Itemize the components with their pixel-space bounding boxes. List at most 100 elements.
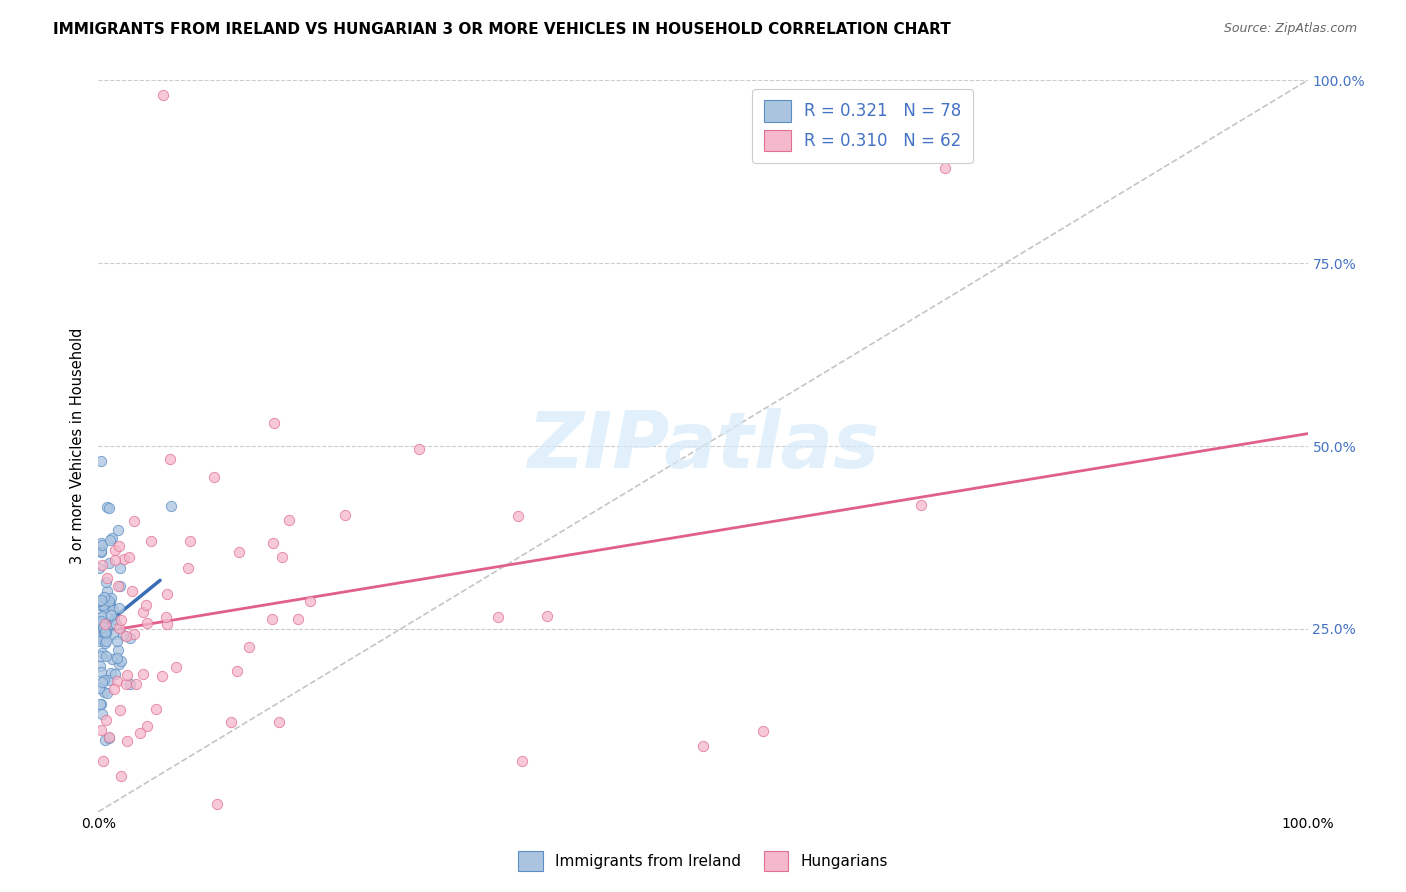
Point — [263, 416, 285, 430]
Point — [96, 686, 118, 700]
Point — [105, 634, 128, 648]
Point — [269, 715, 291, 730]
Point — [136, 719, 159, 733]
Point — [179, 533, 201, 548]
Point — [87, 594, 110, 608]
Point — [103, 627, 125, 641]
Point — [96, 633, 118, 648]
Point — [160, 499, 183, 513]
Point — [155, 617, 177, 632]
Point — [94, 625, 117, 640]
Point — [108, 539, 131, 553]
Point — [90, 453, 112, 467]
Point — [96, 584, 118, 599]
Point — [298, 594, 321, 608]
Point — [128, 726, 150, 740]
Point — [90, 616, 112, 631]
Point — [202, 469, 225, 483]
Point — [221, 715, 243, 730]
Text: IMMIGRANTS FROM IRELAND VS HUNGARIAN 3 OR MORE VEHICLES IN HOUSEHOLD CORRELATION: IMMIGRANTS FROM IRELAND VS HUNGARIAN 3 O… — [53, 22, 952, 37]
Point — [486, 610, 509, 624]
Point — [262, 535, 284, 549]
Point — [287, 612, 309, 626]
Point — [89, 698, 111, 712]
Point — [94, 626, 117, 640]
Point — [98, 533, 121, 547]
Point — [752, 724, 775, 739]
Point — [107, 579, 129, 593]
Point — [98, 596, 121, 610]
Point — [105, 651, 128, 665]
Point — [93, 673, 115, 687]
Point — [94, 624, 117, 638]
Point — [165, 660, 187, 674]
Point — [333, 508, 356, 522]
Point — [94, 636, 117, 650]
Point — [110, 769, 132, 783]
Point — [118, 677, 141, 691]
Point — [278, 513, 301, 527]
Point — [152, 87, 174, 102]
Point — [87, 594, 110, 608]
Point — [506, 508, 529, 523]
Point — [90, 625, 112, 640]
Point — [93, 733, 115, 747]
Point — [91, 675, 114, 690]
Point — [97, 730, 120, 744]
Point — [89, 561, 111, 575]
Legend: R = 0.321   N = 78, R = 0.310   N = 62: R = 0.321 N = 78, R = 0.310 N = 62 — [752, 88, 973, 163]
Point — [108, 657, 131, 672]
Point — [115, 676, 138, 690]
Y-axis label: 3 or more Vehicles in Household: 3 or more Vehicles in Household — [70, 328, 86, 564]
Point — [159, 452, 181, 467]
Point — [89, 598, 111, 612]
Point — [692, 739, 714, 753]
Point — [100, 608, 122, 623]
Point — [136, 615, 159, 630]
Point — [93, 685, 115, 699]
Point — [90, 697, 112, 711]
Point — [90, 558, 112, 572]
Point — [104, 543, 127, 558]
Point — [87, 620, 110, 634]
Point — [115, 667, 138, 681]
Point — [145, 702, 167, 716]
Point — [93, 626, 115, 640]
Point — [93, 755, 115, 769]
Point — [98, 598, 121, 612]
Point — [96, 649, 118, 664]
Point — [110, 654, 132, 668]
Point — [91, 599, 114, 613]
Point — [87, 618, 110, 632]
Point — [89, 658, 111, 673]
Point — [90, 647, 112, 661]
Text: ZIPatlas: ZIPatlas — [527, 408, 879, 484]
Point — [98, 556, 121, 570]
Point — [155, 610, 177, 624]
Point — [93, 590, 115, 604]
Point — [408, 442, 430, 456]
Point — [94, 574, 117, 589]
Point — [114, 629, 136, 643]
Point — [90, 665, 112, 679]
Point — [103, 612, 125, 626]
Point — [91, 634, 114, 648]
Point — [90, 593, 112, 607]
Point — [90, 723, 112, 738]
Point — [90, 614, 112, 628]
Point — [141, 533, 163, 548]
Point — [94, 713, 117, 727]
Point — [93, 625, 115, 640]
Point — [94, 616, 117, 631]
Point — [122, 626, 145, 640]
Point — [118, 631, 141, 645]
Legend: Immigrants from Ireland, Hungarians: Immigrants from Ireland, Hungarians — [512, 846, 894, 877]
Point — [108, 621, 131, 635]
Point — [96, 571, 118, 585]
Point — [100, 665, 122, 680]
Point — [226, 664, 249, 678]
Point — [107, 523, 129, 537]
Point — [96, 622, 118, 636]
Point — [90, 545, 112, 559]
Point — [110, 613, 132, 627]
